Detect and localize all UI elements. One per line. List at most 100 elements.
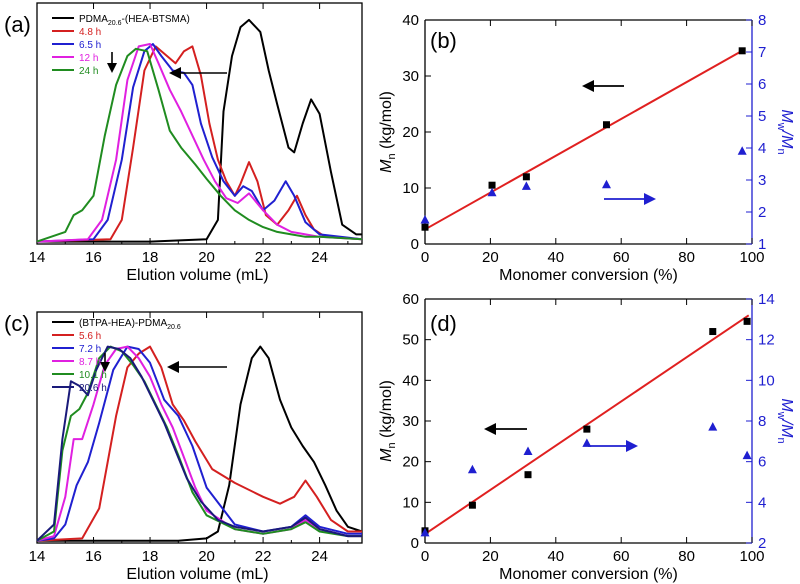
y-label-sub: n	[386, 153, 398, 159]
legend-label: 8.7 h	[79, 357, 101, 368]
y-right-tick-label: 8	[758, 12, 766, 29]
x-axis-label: Elution volume (mL)	[126, 566, 268, 583]
x-tick-label: 80	[678, 249, 695, 266]
mn-point	[524, 471, 532, 479]
x-axis-label: Elution volume (mL)	[126, 267, 268, 284]
arrow-right-dispersity-head	[626, 440, 638, 452]
plot-frame	[36, 2, 363, 245]
y-tick-label: 0	[411, 535, 419, 552]
legend-title-rest: -(HEA-BTSMA)	[122, 14, 190, 25]
y-axis-label: Mn (kg/mol)	[378, 91, 398, 173]
mn-point	[602, 121, 610, 129]
x-tick-label: 0	[421, 548, 429, 565]
dispersity-point	[582, 438, 592, 447]
dispersity-point	[601, 179, 611, 189]
panel-label: (b)	[430, 28, 457, 53]
legend-label: 5.6 h	[79, 331, 101, 342]
x-tick-label: 14	[29, 548, 46, 565]
panel-label: (a)	[4, 12, 31, 37]
x-axis-label: Monomer conversion (%)	[499, 566, 678, 583]
y-right-tick-label: 7	[758, 44, 766, 61]
legend-label: 24 h	[79, 66, 98, 77]
x-axis-label: Monomer conversion (%)	[499, 267, 678, 284]
y-tick-label: 50	[402, 332, 419, 349]
arrow-left-head	[169, 67, 181, 79]
legend-label: 20.6 h	[79, 383, 107, 394]
series-line-2	[36, 345, 362, 542]
y-right-tick-label: 6	[758, 454, 766, 471]
y-tick-label: 30	[402, 413, 419, 430]
mn-point	[583, 425, 591, 433]
dispersity-point	[420, 215, 430, 224]
legend-title-base: PDMA	[79, 14, 108, 25]
x-tick-label: 100	[739, 249, 764, 266]
y-label-rest: (kg/mol)	[378, 380, 395, 442]
plot-frame	[36, 311, 363, 544]
y-tick-label: 10	[402, 180, 419, 197]
y-label-rest: (kg/mol)	[378, 91, 395, 153]
series-line-5	[36, 345, 362, 542]
x-tick-label: 20	[482, 548, 499, 565]
y-right-tick-label: 14	[758, 291, 775, 308]
y-right-label-sub2: n	[775, 437, 787, 443]
legend-label: 7.2 h	[79, 344, 101, 355]
fit-line	[424, 49, 743, 231]
y-tick-label: 40	[402, 12, 419, 29]
panel-label: (c)	[4, 311, 30, 336]
legend-label: 12 h	[79, 53, 98, 64]
y-right-label-m1: M	[778, 109, 795, 123]
mn-point	[488, 181, 496, 189]
arrow-down-head	[100, 362, 110, 372]
y-right-tick-label: 2	[758, 204, 766, 221]
x-tick-label: 20	[198, 249, 215, 266]
legend-title-sub: 20.6	[167, 324, 181, 331]
arrow-right-dispersity-head	[644, 193, 656, 205]
arrow-left-mn-head	[582, 80, 594, 92]
y-tick-label: 30	[402, 68, 419, 85]
dispersity-point	[487, 187, 497, 197]
x-tick-label: 16	[85, 548, 102, 565]
y-tick-label: 60	[402, 291, 419, 308]
legend-label: PDMA20.6-(HEA-BTSMA)	[79, 14, 190, 27]
panel-label: (d)	[430, 311, 457, 336]
y-axis-right-label: Mw/Mn	[775, 398, 795, 443]
y-tick-label: 20	[402, 124, 419, 141]
legend-label: 10.1 h	[79, 370, 107, 381]
series-line-0	[37, 345, 363, 542]
y-right-tick-label: 10	[758, 372, 775, 389]
panel-a: 14 16 18 20 22 24 Elution volume (mL) PDMA20.6-…	[4, 2, 363, 284]
y-right-label-mid: /M	[778, 130, 795, 149]
x-tick-label: 80	[678, 548, 695, 565]
legend-label: (BTPA-HEA)-PDMA20.6	[79, 318, 181, 331]
x-tick-label: 16	[85, 249, 102, 266]
x-tick-label: 24	[311, 249, 328, 266]
x-tick-label: 14	[29, 249, 46, 266]
x-tick-label: 60	[613, 548, 630, 565]
x-tick-label: 20	[198, 548, 215, 565]
series-line-1	[36, 345, 362, 542]
x-tick-label: 40	[547, 548, 564, 565]
y-right-label-sub1: w	[775, 411, 787, 420]
dispersity-point	[420, 527, 430, 537]
mn-point	[468, 501, 476, 509]
legend-label: 4.8 h	[79, 27, 101, 38]
y-right-tick-label: 8	[758, 413, 766, 430]
y-tick-label: 10	[402, 494, 419, 511]
panel-b: 0 20 40 60 80 100 0 10 20 30 40 1 2 3 4 5 6 7 8 Monomer con…	[378, 12, 795, 284]
y-tick-label: 40	[402, 372, 419, 389]
x-tick-label: 24	[311, 548, 328, 565]
y-right-tick-label: 4	[758, 494, 766, 511]
y-label-sub: n	[386, 442, 398, 448]
dispersity-point	[708, 422, 718, 431]
arrow-left-head	[167, 361, 179, 373]
mn-point	[421, 223, 429, 231]
dispersity-point	[467, 464, 477, 474]
series-line-4	[36, 47, 363, 243]
panel-c: 14 16 18 20 22 24 Elution volume (mL) (BTPA-HEA…	[4, 311, 363, 583]
y-right-tick-label: 6	[758, 76, 766, 93]
y-right-tick-label: 5	[758, 108, 766, 125]
y-axis-label: Mn (kg/mol)	[378, 380, 398, 462]
arrow-left-mn-head	[484, 423, 496, 435]
y-right-tick-label: 3	[758, 172, 766, 189]
